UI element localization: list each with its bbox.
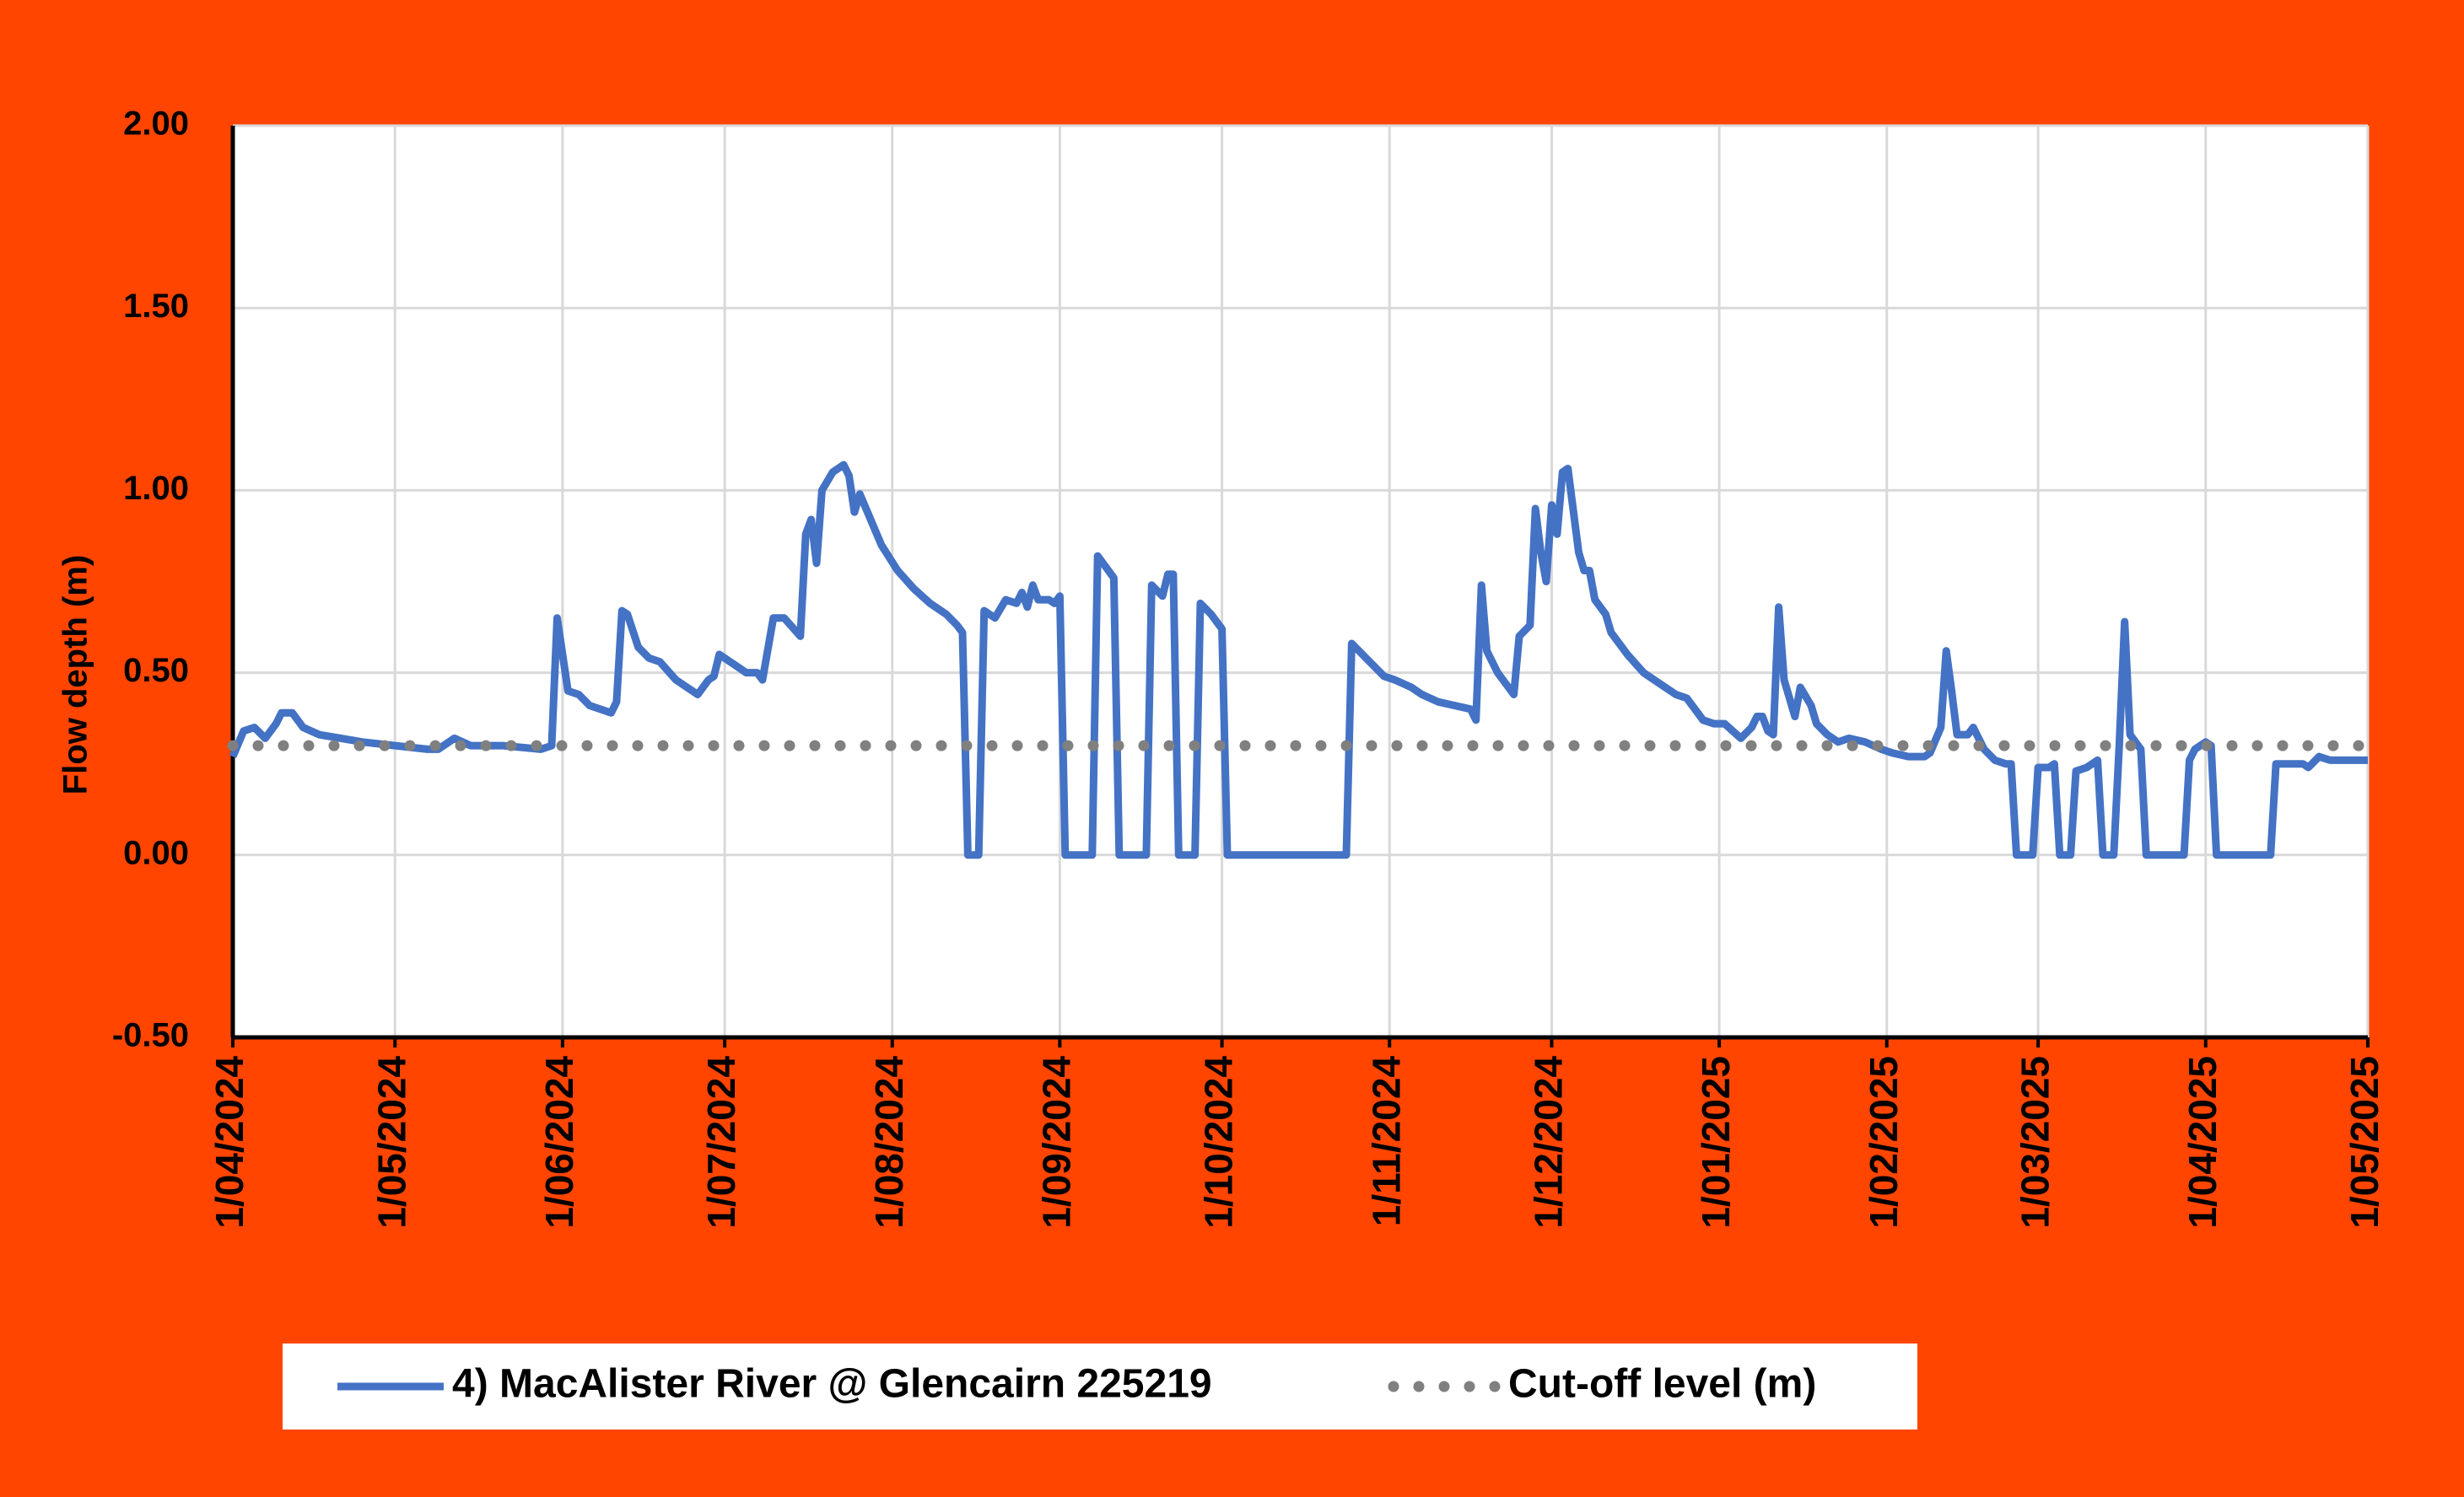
x-tick-label: 1/04/2025 bbox=[2181, 1056, 2224, 1229]
x-tick-label: 1/02/2025 bbox=[1862, 1056, 1906, 1229]
x-tick-label: 1/01/2025 bbox=[1694, 1056, 1738, 1229]
x-tick-label: 1/05/2025 bbox=[2343, 1056, 2386, 1229]
legend-box bbox=[283, 1344, 1917, 1430]
x-tick-label: 1/03/2025 bbox=[2013, 1056, 2057, 1229]
series-line bbox=[229, 460, 2368, 859]
x-tick-label: 1/08/2024 bbox=[867, 1056, 911, 1229]
x-tick-label: 1/10/2024 bbox=[1197, 1056, 1241, 1229]
x-tick-label: 1/09/2024 bbox=[1035, 1056, 1079, 1229]
y-tick-label: 0.00 bbox=[123, 834, 189, 871]
y-tick-label: 1.00 bbox=[123, 470, 189, 507]
legend-label: Cut-off level (m) bbox=[1508, 1362, 1816, 1407]
x-tick-label: 1/06/2024 bbox=[537, 1056, 581, 1229]
x-tick-label: 1/05/2024 bbox=[369, 1056, 413, 1229]
y-tick-label: 0.50 bbox=[123, 652, 189, 689]
y-tick-label: 2.00 bbox=[123, 105, 189, 143]
x-tick-label: 1/07/2024 bbox=[699, 1056, 743, 1229]
legend-label: 4) MacAlister River @ Glencairn 225219 bbox=[452, 1362, 1212, 1407]
plot-area bbox=[233, 126, 2368, 1037]
y-tick-label: -0.50 bbox=[112, 1017, 189, 1054]
x-tick-label: 1/12/2024 bbox=[1527, 1056, 1571, 1229]
y-tick-label: 1.50 bbox=[123, 288, 189, 325]
y-axis-title: Flow depth (m) bbox=[57, 555, 94, 794]
x-tick-label: 1/04/2024 bbox=[208, 1056, 251, 1229]
x-tick-label: 1/11/2024 bbox=[1364, 1056, 1408, 1227]
